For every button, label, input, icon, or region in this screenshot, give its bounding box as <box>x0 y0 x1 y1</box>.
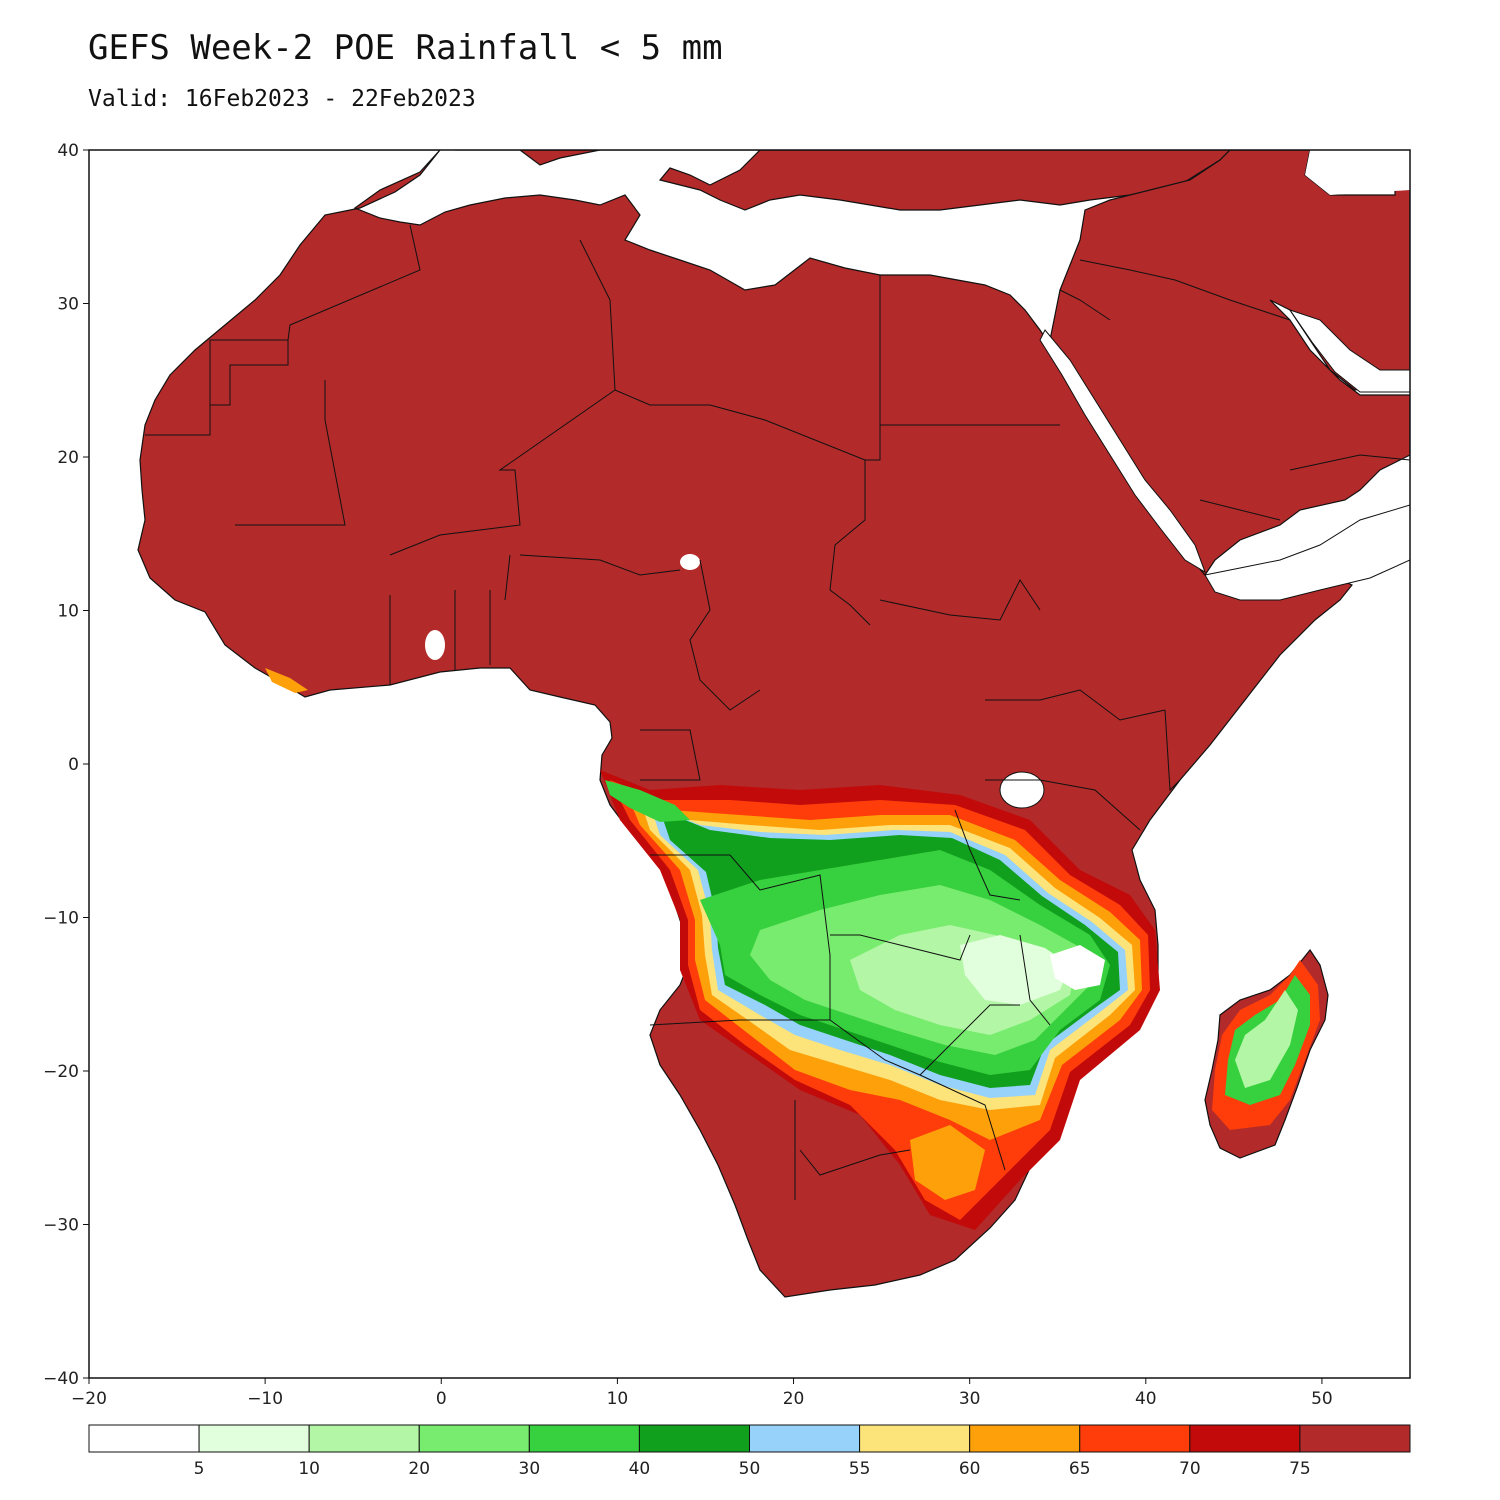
color-legend: 5 10 20 30 40 50 55 60 65 70 75 <box>88 1424 1411 1479</box>
lake-volta <box>425 630 445 660</box>
map-subtitle: Valid: 16Feb2023 - 22Feb2023 <box>88 86 476 112</box>
lat-tick-label: −20 <box>43 1062 79 1082</box>
red-sea <box>1039 329 1206 574</box>
longitude-axis: −20 −10 0 10 20 30 40 50 <box>71 1378 1333 1409</box>
legend-swatch <box>418 1424 530 1453</box>
lon-tick-label: −20 <box>71 1389 107 1409</box>
lat-tick-label: −10 <box>43 909 79 929</box>
persian-gulf <box>1288 309 1410 393</box>
lon-tick-label: 50 <box>1311 1389 1333 1409</box>
lat-tick-label: 0 <box>68 755 79 775</box>
legend-label: 30 <box>519 1459 541 1479</box>
legend-swatch <box>1189 1424 1301 1453</box>
europe-landmass <box>455 150 1231 211</box>
probability-shading <box>265 668 1320 1230</box>
lon-tick-label: 0 <box>436 1389 447 1409</box>
legend-label: 20 <box>408 1459 430 1479</box>
legend-swatch <box>528 1424 640 1453</box>
legend-label: 65 <box>1069 1459 1091 1479</box>
legend-label: 50 <box>739 1459 761 1479</box>
country-borders <box>145 224 1410 1200</box>
lake-chad <box>680 554 700 570</box>
legend-label: 60 <box>959 1459 981 1479</box>
lat-tick-label: 10 <box>57 602 79 622</box>
lon-tick-label: 40 <box>1135 1389 1157 1409</box>
legend-label: 70 <box>1179 1459 1201 1479</box>
gulf-of-aden <box>1204 504 1410 601</box>
legend-swatch <box>308 1424 420 1453</box>
legend-label: 5 <box>194 1459 205 1479</box>
map-title: GEFS Week-2 POE Rainfall < 5 mm <box>88 28 723 68</box>
legend-swatch <box>1299 1424 1411 1453</box>
lon-tick-label: 20 <box>783 1389 805 1409</box>
legend-swatch <box>88 1424 200 1453</box>
lat-tick-label: 20 <box>57 448 79 468</box>
latitude-axis: 40 30 20 10 0 −10 −20 −30 −40 <box>43 141 89 1389</box>
legend-label: 75 <box>1289 1459 1311 1479</box>
lon-tick-label: −10 <box>247 1389 283 1409</box>
legend-label: 55 <box>849 1459 871 1479</box>
legend-swatch <box>198 1424 310 1453</box>
legend-label: 40 <box>629 1459 651 1479</box>
lake-victoria <box>999 771 1045 809</box>
lon-tick-label: 10 <box>607 1389 629 1409</box>
arabian-peninsula-gap <box>1305 150 1410 195</box>
lon-tick-label: 30 <box>959 1389 981 1409</box>
map-layer <box>137 150 1410 1298</box>
legend-label: 10 <box>298 1459 320 1479</box>
legend-swatch <box>638 1424 751 1453</box>
legend-swatch <box>1079 1424 1191 1453</box>
legend-swatch <box>969 1424 1081 1453</box>
legend-swatch <box>859 1424 971 1453</box>
lat-tick-label: 40 <box>57 141 79 161</box>
lat-tick-label: −40 <box>43 1369 79 1389</box>
lat-tick-label: 30 <box>57 295 79 315</box>
lat-tick-label: −30 <box>43 1216 79 1236</box>
legend-swatch <box>749 1424 861 1453</box>
